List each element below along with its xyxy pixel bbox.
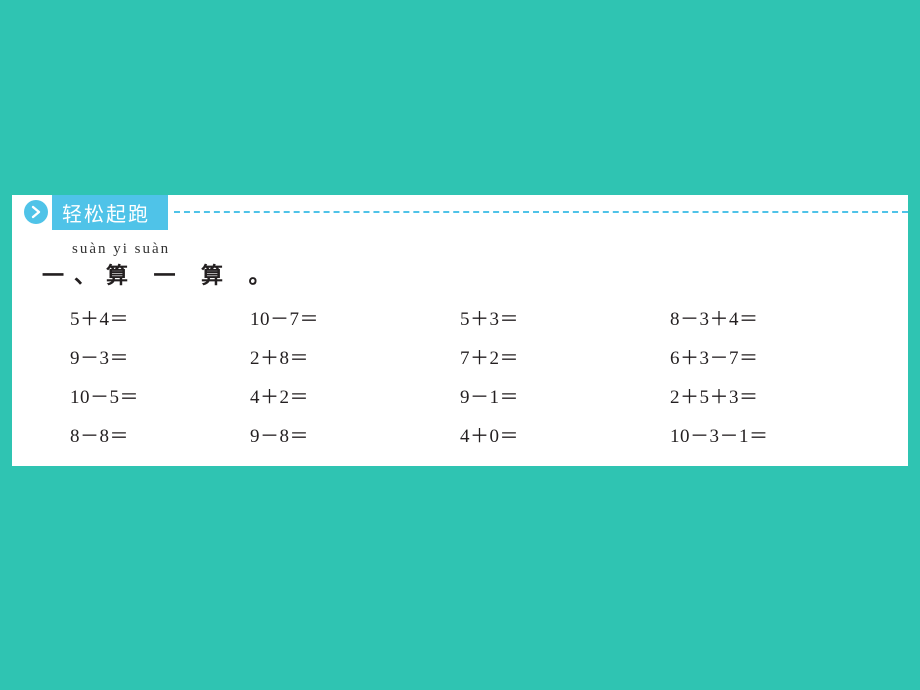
section-header: 轻松起跑	[12, 195, 908, 229]
equation-cell: 5＋3＝	[460, 304, 670, 331]
equation-cell: 9－1＝	[460, 382, 670, 409]
equation-cell: 2＋8＝	[250, 343, 460, 370]
equation-cell: 10－5＝	[70, 382, 250, 409]
equation-cell: 2＋5＋3＝	[670, 382, 908, 409]
equation-cell: 4＋0＝	[460, 421, 670, 448]
equation-cell: 6＋3－7＝	[670, 343, 908, 370]
equation-cell: 9－8＝	[250, 421, 460, 448]
worksheet-card: 轻松起跑 suàn yi suàn 一、算 一 算 。 5＋4＝ 10－7＝ 5…	[12, 195, 908, 466]
equation-cell: 10－3－1＝	[670, 421, 908, 448]
heading-hanzi: 一、算 一 算 。	[42, 258, 908, 290]
exercise-heading: suàn yi suàn 一、算 一 算 。	[42, 241, 908, 290]
arrow-right-icon	[24, 200, 48, 224]
equation-cell: 5＋4＝	[70, 304, 250, 331]
section-title: 轻松起跑	[52, 195, 168, 230]
equation-cell: 10－7＝	[250, 304, 460, 331]
equation-cell: 7＋2＝	[460, 343, 670, 370]
equation-cell: 9－3＝	[70, 343, 250, 370]
equation-cell: 8－8＝	[70, 421, 250, 448]
header-dashline	[174, 211, 908, 213]
heading-pinyin: suàn yi suàn	[72, 241, 908, 258]
equation-cell: 8－3＋4＝	[670, 304, 908, 331]
equation-grid: 5＋4＝ 10－7＝ 5＋3＝ 8－3＋4＝ 9－3＝ 2＋8＝ 7＋2＝ 6＋…	[42, 304, 908, 448]
content-area: suàn yi suàn 一、算 一 算 。 5＋4＝ 10－7＝ 5＋3＝ 8…	[12, 229, 908, 466]
equation-cell: 4＋2＝	[250, 382, 460, 409]
